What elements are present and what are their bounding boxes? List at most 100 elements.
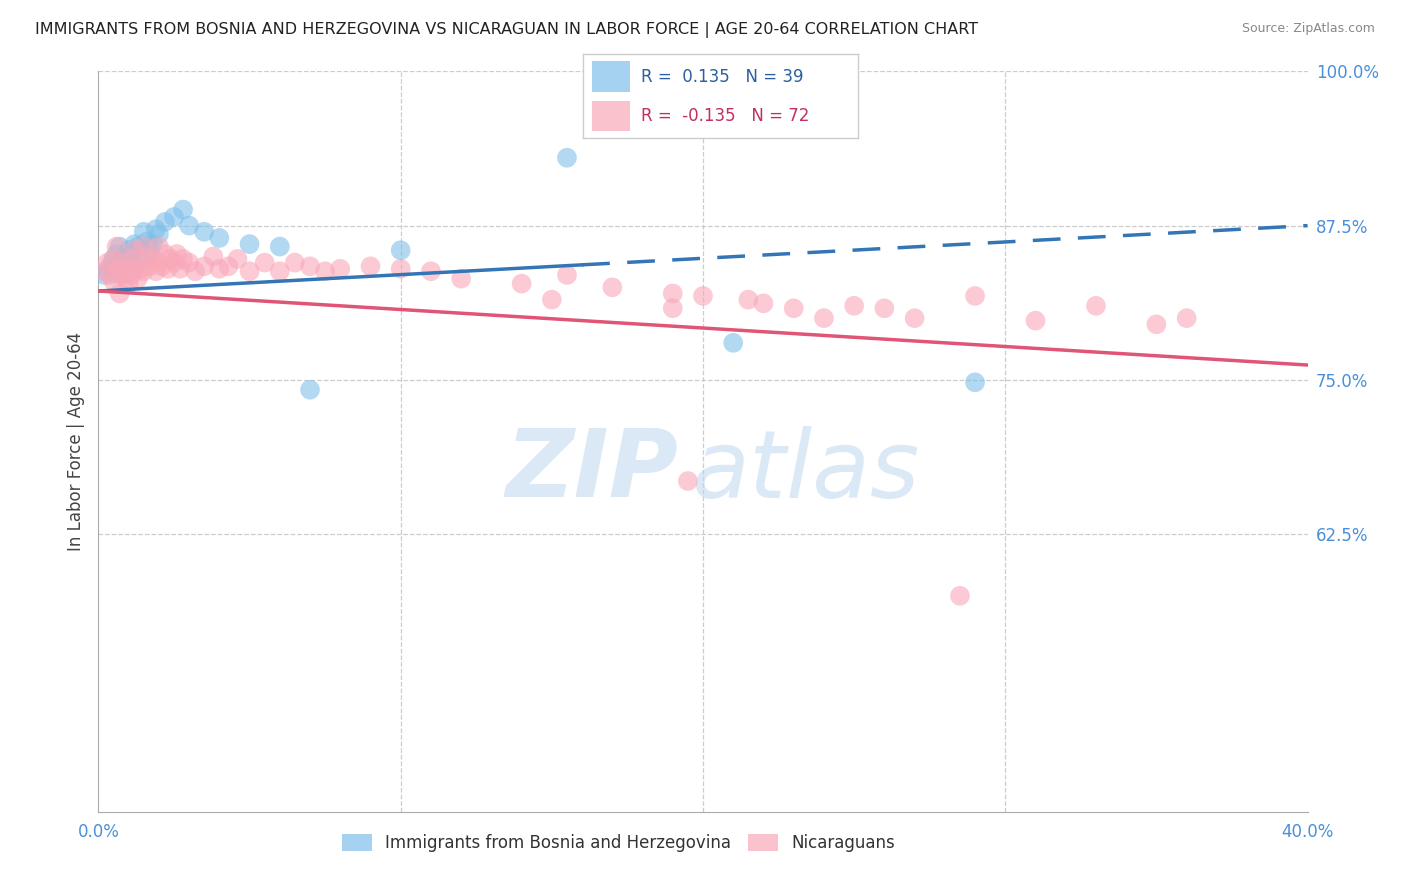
Point <box>156 261 179 276</box>
Point <box>132 225 155 239</box>
Point <box>139 244 162 258</box>
Point <box>193 225 215 239</box>
Point <box>121 264 143 278</box>
Point <box>389 244 412 258</box>
Point <box>148 227 170 242</box>
Point <box>124 261 146 276</box>
Point <box>239 237 262 252</box>
Point <box>103 274 125 288</box>
Point <box>329 261 352 276</box>
Point <box>105 239 128 253</box>
Text: R =  0.135   N = 39: R = 0.135 N = 39 <box>641 69 804 87</box>
Point <box>103 252 125 266</box>
Point <box>114 267 136 281</box>
Point <box>360 260 382 274</box>
Point <box>105 267 128 281</box>
Point <box>121 252 143 266</box>
Point <box>121 247 143 261</box>
Point <box>135 250 157 264</box>
Point <box>1144 318 1167 332</box>
Point <box>108 286 131 301</box>
Point <box>239 264 262 278</box>
Point <box>284 255 307 269</box>
Point <box>269 239 291 253</box>
Point <box>108 261 131 276</box>
Point <box>142 237 165 252</box>
Point <box>148 255 170 269</box>
Point <box>540 293 562 307</box>
Point <box>299 383 322 397</box>
Point <box>844 299 866 313</box>
Point <box>145 264 167 278</box>
Point <box>813 311 835 326</box>
Point <box>111 252 134 266</box>
Point <box>1085 299 1108 313</box>
Point <box>153 215 176 229</box>
Point <box>202 250 225 264</box>
Point <box>124 237 146 252</box>
Point <box>193 260 215 274</box>
Point <box>160 252 183 266</box>
Point <box>129 261 152 276</box>
Point <box>676 474 699 488</box>
Point <box>148 239 170 253</box>
Text: atlas: atlas <box>690 425 920 516</box>
Point <box>172 202 194 217</box>
Point <box>118 244 141 258</box>
Point <box>555 268 578 282</box>
Point <box>153 247 176 261</box>
Point <box>114 255 136 269</box>
Y-axis label: In Labor Force | Age 20-64: In Labor Force | Age 20-64 <box>66 332 84 551</box>
Point <box>737 293 759 307</box>
Point <box>172 252 194 266</box>
Point <box>124 244 146 258</box>
Point <box>1175 311 1198 326</box>
Point <box>965 289 987 303</box>
Point <box>114 271 136 285</box>
Point <box>208 261 231 276</box>
Point <box>179 219 201 233</box>
Point <box>111 268 134 282</box>
Point <box>132 264 155 278</box>
Point <box>108 258 131 272</box>
Point <box>100 258 122 272</box>
Point <box>389 261 412 276</box>
Point <box>904 311 927 326</box>
Point <box>169 261 191 276</box>
Point <box>555 151 578 165</box>
Point <box>145 222 167 236</box>
Point <box>1024 313 1046 327</box>
Point <box>723 335 745 350</box>
Point <box>118 261 141 276</box>
Point <box>118 277 141 291</box>
Point <box>661 301 683 316</box>
Point <box>783 301 806 316</box>
Point <box>139 260 162 274</box>
Point <box>179 255 201 269</box>
Point <box>150 260 173 274</box>
Point <box>510 277 533 291</box>
Point <box>121 268 143 282</box>
Point <box>166 247 188 261</box>
Point <box>873 301 896 316</box>
Text: ZIP: ZIP <box>506 425 679 517</box>
Point <box>96 255 118 269</box>
Point <box>108 239 131 253</box>
Point <box>103 261 125 276</box>
Point <box>93 268 115 282</box>
Point <box>163 255 186 269</box>
Legend: Immigrants from Bosnia and Herzegovina, Nicaraguans: Immigrants from Bosnia and Herzegovina, … <box>335 828 901 859</box>
Bar <box>592 101 630 131</box>
Point <box>217 260 239 274</box>
Point <box>965 376 987 390</box>
Point <box>450 271 472 285</box>
Point <box>949 589 972 603</box>
Text: Source: ZipAtlas.com: Source: ZipAtlas.com <box>1241 22 1375 36</box>
Point <box>103 252 125 266</box>
Point <box>132 239 155 253</box>
Point <box>111 261 134 276</box>
Point <box>127 239 149 253</box>
Point <box>226 252 249 266</box>
Point <box>299 260 322 274</box>
Point <box>111 255 134 269</box>
